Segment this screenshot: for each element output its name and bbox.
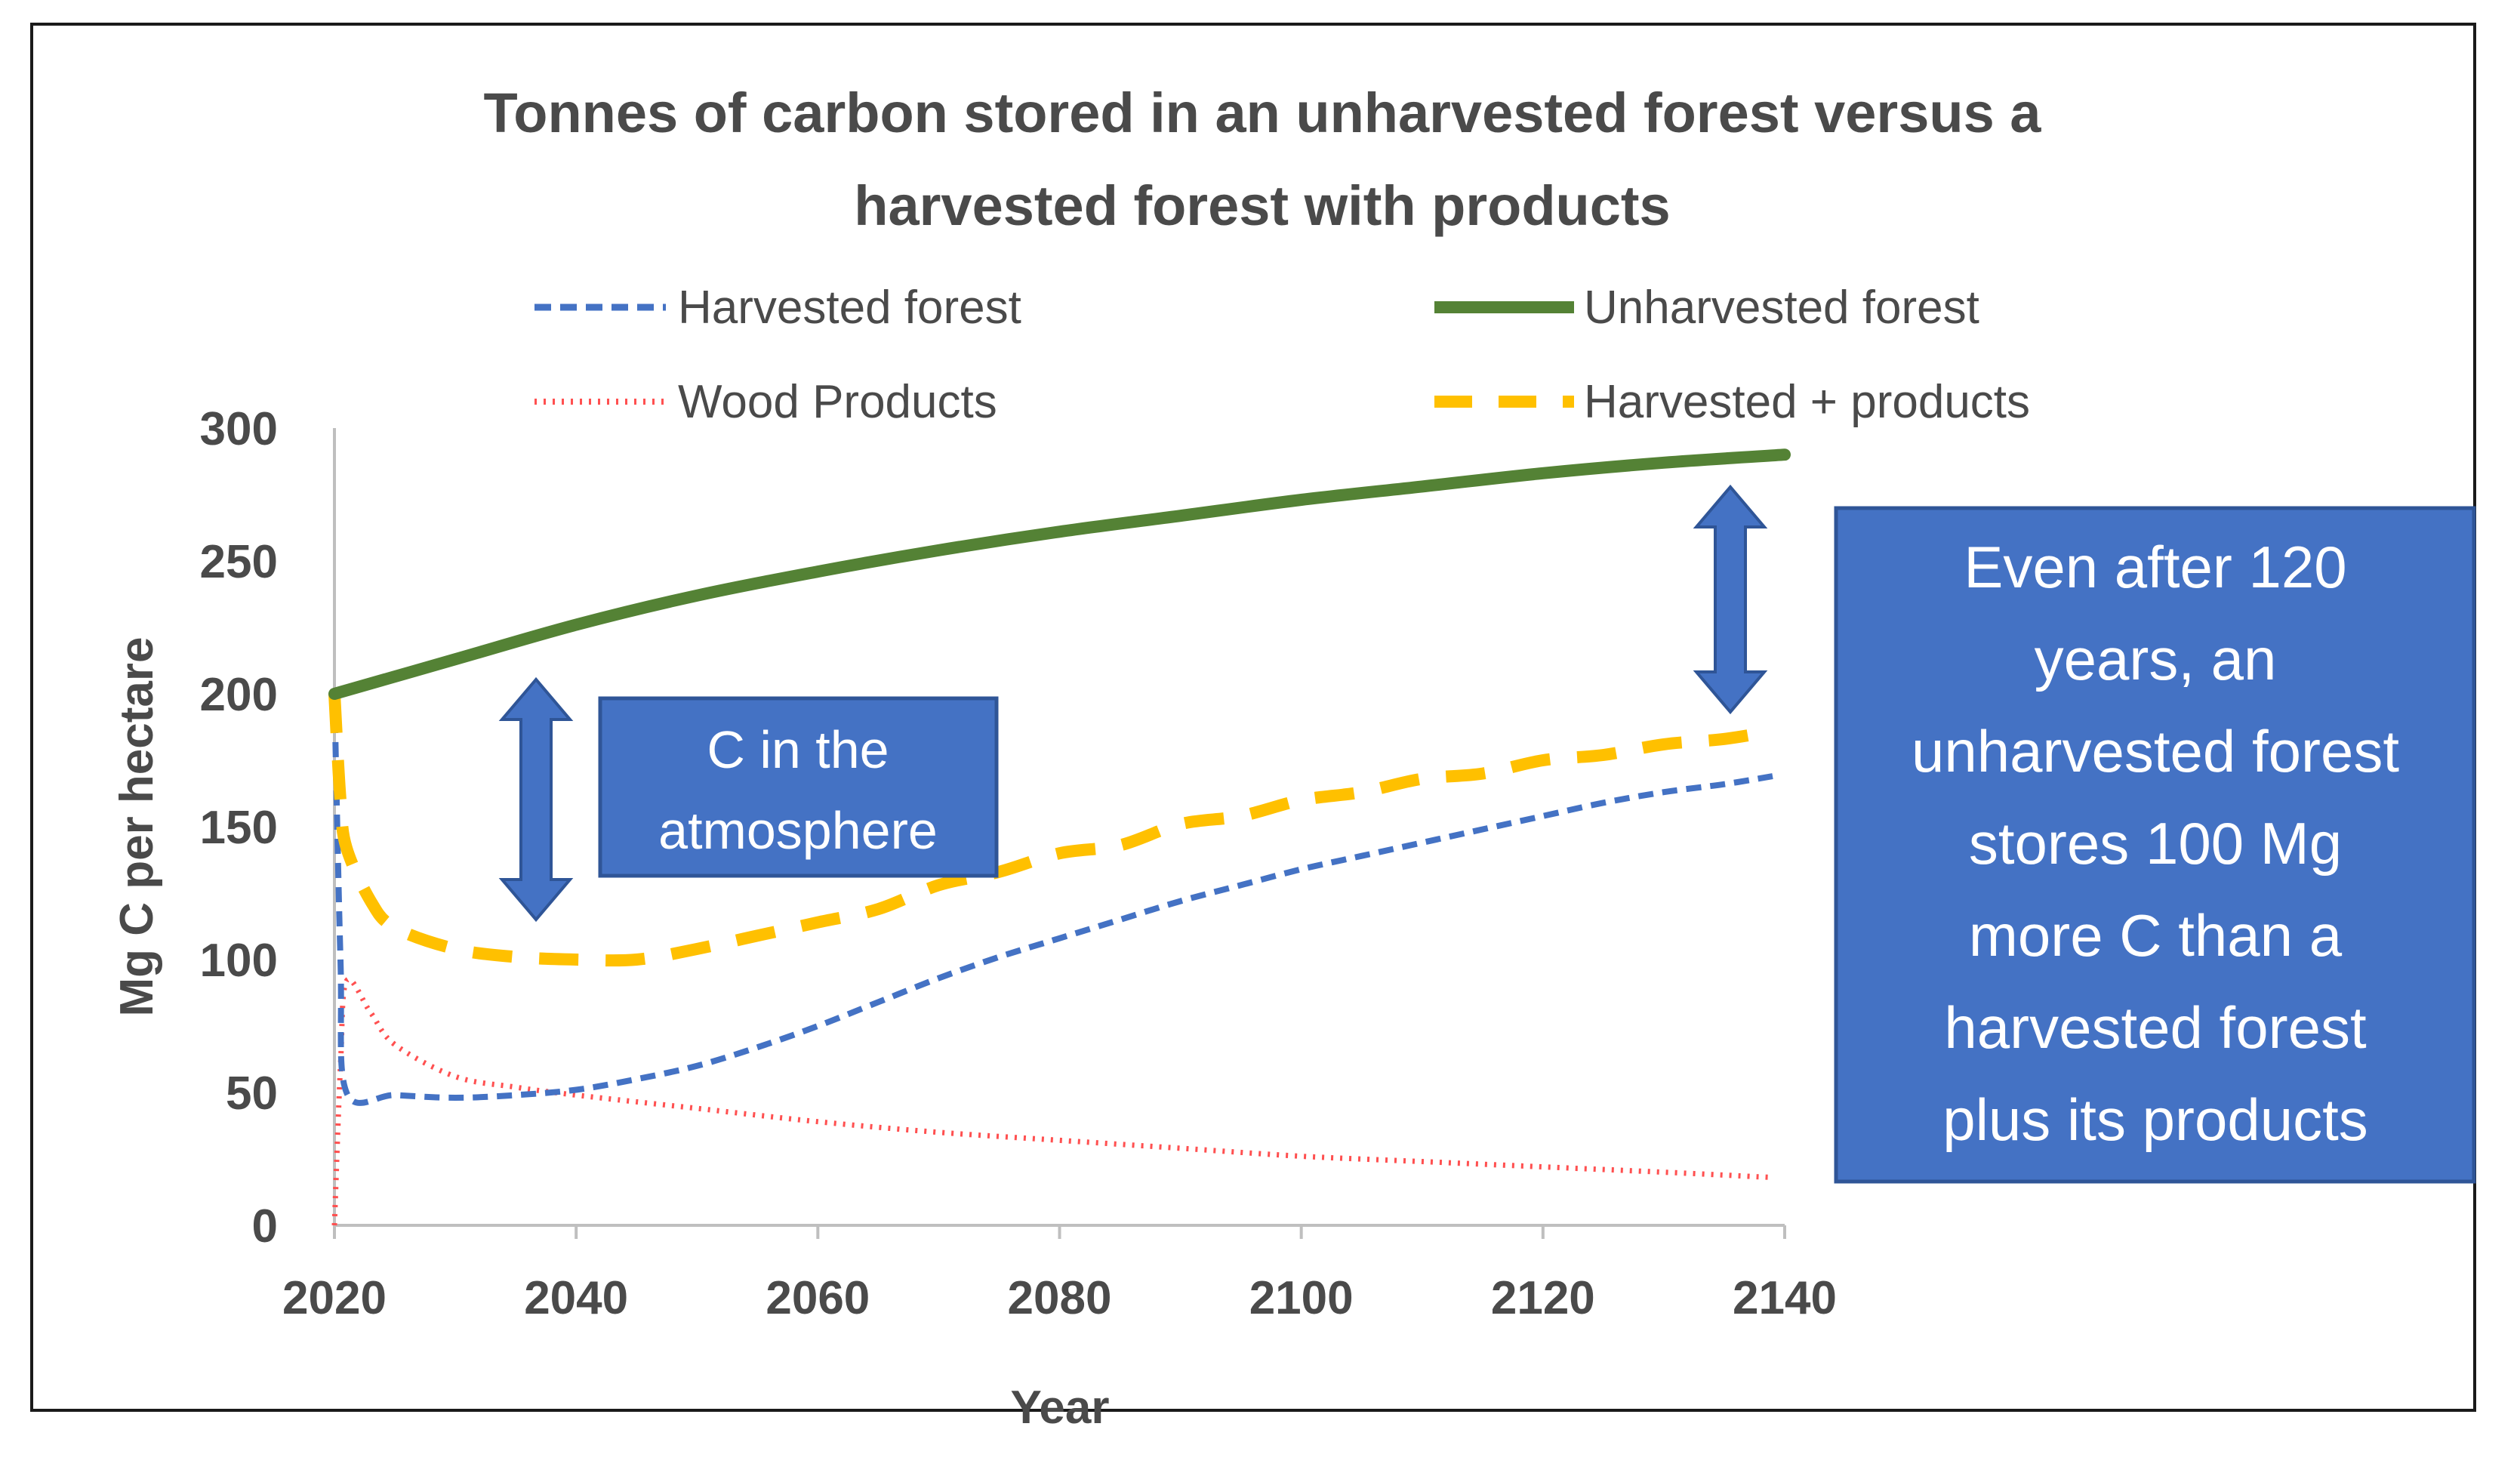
annotation-summary-line-3: unharvested forest	[1912, 718, 2399, 784]
y-tick-label: 50	[226, 1068, 278, 1120]
y-tick-label: 250	[200, 536, 278, 588]
y-tick-label: 100	[200, 935, 278, 987]
annotation-atmosphere-line-2: atmosphere	[658, 801, 938, 860]
series-line-wood-products	[331, 976, 1773, 1226]
y-tick-label: 0	[252, 1200, 278, 1253]
y-tick-label: 150	[200, 802, 278, 854]
series-line-unharvested-forest	[328, 448, 1791, 700]
series-layer	[328, 448, 1791, 1226]
series-line-harvested-products	[328, 693, 1774, 967]
x-tick-label: 2100	[1249, 1272, 1354, 1324]
y-ticks: 0 50 100 150 200 250 300	[200, 403, 278, 1253]
x-tick-label: 2140	[1733, 1272, 1837, 1324]
annotation-summary: Even after 120 years, an unharvested for…	[1834, 506, 2476, 1184]
annotation-summary-line-2: years, an	[2035, 626, 2277, 692]
annotation-summary-line-7: plus its products	[1942, 1086, 2368, 1153]
legend-label-wood-products: Wood Products	[678, 376, 997, 428]
chart-title-line-2: harvested forest with products	[854, 174, 1670, 237]
legend-label-harvested-forest: Harvested forest	[678, 282, 1021, 334]
annotation-summary-line-1: Even after 120	[1964, 534, 2346, 600]
x-tick-label: 2040	[524, 1272, 628, 1324]
x-ticks: 2020 2040 2060 2080 2100 2120 2140	[282, 1225, 1837, 1324]
annotation-atmosphere-line-1: C in the	[707, 720, 889, 779]
legend: Harvested forest Unharvested forest Wood…	[534, 282, 2030, 428]
y-tick-label: 200	[200, 669, 278, 721]
annotation-summary-line-5: more C than a	[1969, 902, 2343, 969]
annotation-summary-line-6: harvested forest	[1944, 994, 2367, 1061]
x-tick-label: 2120	[1491, 1272, 1595, 1324]
left-double-arrow	[498, 676, 574, 923]
y-axis-title: Mg C per hectare	[111, 636, 163, 1016]
x-tick-label: 2060	[766, 1272, 870, 1324]
annotation-atmosphere-box	[598, 696, 999, 878]
annotation-summary-line-4: stores 100 Mg	[1969, 810, 2342, 877]
x-axis-title: Year	[1010, 1382, 1109, 1434]
series-line-harvested-forest	[331, 693, 1773, 1106]
right-arrow-shape	[1693, 484, 1768, 715]
x-tick-label: 2080	[1008, 1272, 1112, 1324]
legend-label-unharvested-forest: Unharvested forest	[1584, 282, 1979, 334]
right-double-arrow	[1693, 484, 1768, 715]
legend-label-harvested-plus-products: Harvested + products	[1584, 376, 2030, 428]
x-tick-label: 2020	[282, 1272, 387, 1324]
chart-title-line-1: Tonnes of carbon stored in an unharveste…	[484, 82, 2042, 144]
y-tick-label: 300	[200, 403, 278, 455]
annotation-atmosphere: C in the atmosphere	[598, 696, 999, 878]
annotation-summary-box	[1834, 506, 2476, 1184]
left-arrow-shape	[498, 676, 574, 923]
